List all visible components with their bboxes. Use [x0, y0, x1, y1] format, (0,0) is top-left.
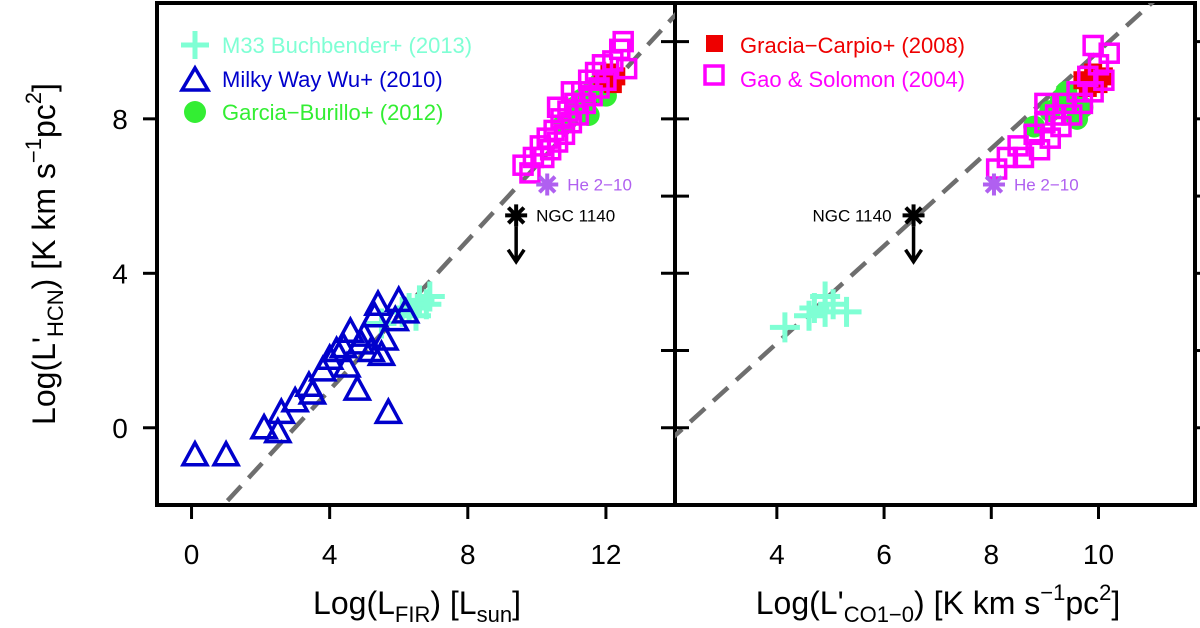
- legend-triangle-marker: [178, 64, 212, 92]
- left-x-label-mid: ) [L: [430, 585, 476, 621]
- right-asterisk-upper-limit-point: [902, 204, 925, 227]
- left-square-open-point: [560, 81, 583, 103]
- left-x-label-sub: FIR: [395, 602, 430, 627]
- right-x-tick-label: 8: [983, 539, 999, 570]
- right-x-label-close: ]: [1111, 585, 1120, 621]
- left-square-open-point: [546, 96, 569, 119]
- right-x-label-sup: −1: [1040, 580, 1065, 605]
- left-square-open-point: [615, 57, 638, 80]
- right-x-label-sub: CO1−0: [844, 602, 914, 627]
- right-x-label-mid: ) [K km s: [914, 585, 1040, 621]
- legend-m33-label: M33 Buchbender+ (2013): [222, 33, 472, 58]
- left-square-open-point: [567, 104, 590, 126]
- left-upper-limit-arrow: [506, 226, 526, 265]
- right-asterisk-point: [982, 173, 1005, 196]
- left-annotation-label: He 2−10: [567, 175, 632, 194]
- left-x-tick-label: 8: [460, 539, 476, 570]
- right-x-label-main: Log(L': [756, 585, 844, 621]
- right-square-open-point: [1082, 34, 1104, 57]
- left-triangle-point: [349, 319, 380, 347]
- left-triangle-point: [180, 439, 210, 467]
- left-triangle-point: [373, 396, 404, 425]
- right-plus-point: [769, 312, 800, 343]
- y-label-end: pc: [26, 104, 62, 138]
- legend-plus-marker: [181, 31, 209, 59]
- right-panel-frame: [673, 1, 1197, 507]
- left-triangle-point: [366, 338, 397, 367]
- legend-right: Gracia−Carpio+ (2008) Gao & Solomon (200…: [703, 33, 965, 92]
- y-label-main: Log(L': [26, 337, 62, 425]
- legend-open-square-marker: [703, 64, 725, 86]
- y-tick-label: 4: [112, 258, 128, 289]
- left-x-label-main: Log(L: [313, 585, 395, 621]
- left-triangle-point: [249, 412, 280, 440]
- left-triangle-point: [363, 288, 393, 316]
- legend-filled-square-marker: [706, 35, 723, 52]
- left-triangle-point: [331, 350, 362, 378]
- legend-gao-solomon-label: Gao & Solomon (2004): [740, 67, 965, 92]
- legend-gracia-carpio-label: Gracia−Carpio+ (2008): [740, 33, 965, 58]
- left-x-label-end: ]: [512, 585, 521, 621]
- left-x-label-sub2: sun: [477, 602, 512, 627]
- left-x-tick-label: 12: [590, 539, 621, 570]
- left-plus-point: [414, 281, 445, 312]
- right-square-open-point: [1093, 69, 1115, 91]
- left-x-tick-label: 0: [184, 539, 200, 570]
- left-asterisk-point: [536, 173, 559, 196]
- legend-milkyway-label: Milky Way Wu+ (2010): [222, 67, 443, 92]
- left-triangle-point: [335, 315, 366, 343]
- left-square-open-point: [519, 162, 541, 184]
- y-tick-label: 8: [112, 104, 128, 135]
- right-x-tick-label: 4: [769, 539, 785, 570]
- right-square-open-point: [1034, 92, 1056, 115]
- y-axis-label: Log(L'HCN) [K km s−1pc2]: [21, 83, 68, 425]
- left-triangle-point: [262, 415, 293, 444]
- left-x-axis-label: Log(LFIR) [Lsun]: [313, 585, 521, 627]
- right-x-label-sup2: 2: [1099, 580, 1111, 605]
- left-asterisk-upper-limit-point: [505, 204, 528, 227]
- y-tick-label: 0: [112, 413, 128, 444]
- right-annotation-label: He 2−10: [1014, 175, 1079, 194]
- left-x-tick-label: 4: [322, 539, 338, 570]
- left-triangle-point: [297, 377, 328, 405]
- y-label-sup2: 2: [21, 92, 46, 104]
- left-triangle-point: [342, 373, 373, 401]
- left-triangle-point: [380, 303, 411, 332]
- y-label-sub: HCN: [43, 289, 68, 337]
- y-label-mid: ) [K km s: [26, 163, 62, 289]
- right-x-label-end: pc: [1065, 585, 1099, 621]
- right-fit-line: [675, 3, 1156, 439]
- right-x-tick-label: 6: [876, 539, 892, 570]
- y-label-close: ]: [26, 83, 62, 92]
- right-plus-point: [831, 296, 862, 327]
- right-x-tick-label: 10: [1083, 539, 1114, 570]
- left-triangle-point: [390, 296, 421, 324]
- legend-circle-marker: [184, 101, 206, 123]
- legend-garcia-burillo-label: Garcia−Burillo+ (2012): [222, 100, 443, 125]
- left-triangle-point: [211, 439, 242, 467]
- y-label-sup: −1: [21, 138, 46, 163]
- right-annotation-label: NGC 1140: [812, 206, 891, 225]
- left-triangle-point: [321, 334, 352, 363]
- legend-left: M33 Buchbender+ (2013) Milky Way Wu+ (20…: [178, 31, 472, 125]
- right-upper-limit-arrow: [904, 226, 924, 265]
- left-square-open-point: [612, 30, 634, 53]
- right-x-axis-label: Log(L'CO1−0) [K km s−1pc2]: [756, 580, 1121, 627]
- left-annotation-label: NGC 1140: [536, 206, 615, 225]
- left-triangle-point: [369, 323, 400, 351]
- left-square-open-point: [553, 123, 576, 146]
- right-square-open-point: [1007, 135, 1029, 157]
